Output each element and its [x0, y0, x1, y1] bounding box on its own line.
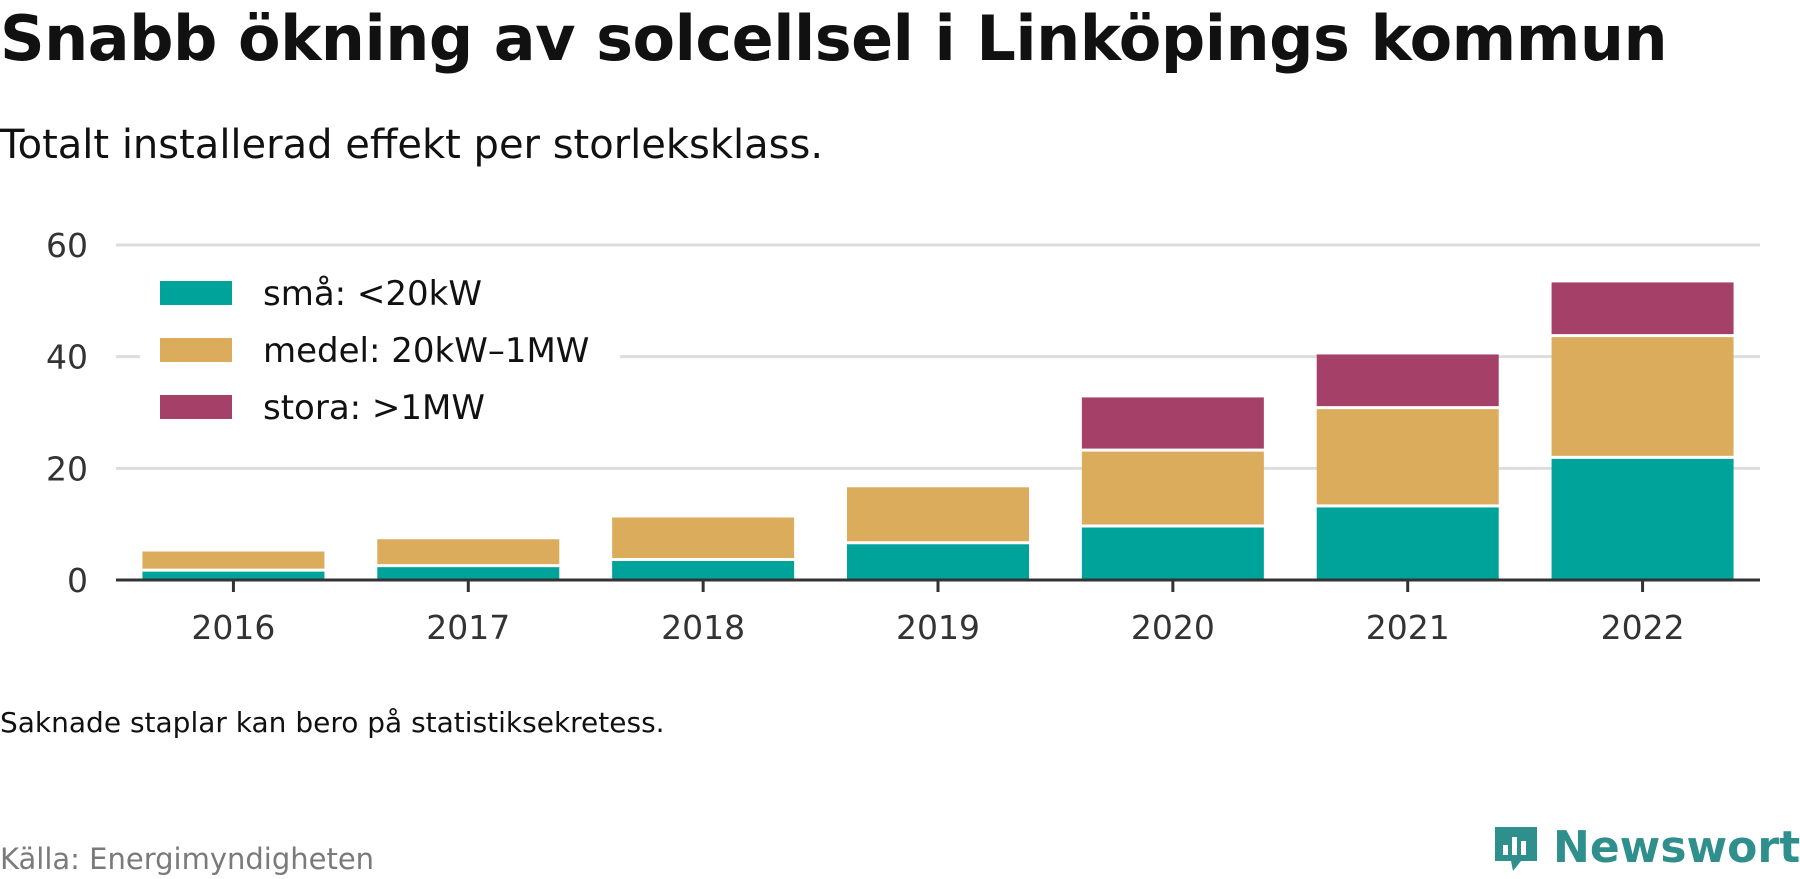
- x-tick-label: 2016: [191, 608, 275, 647]
- x-tick-label: 2018: [661, 608, 745, 647]
- bar-segment: [1551, 282, 1734, 335]
- legend: små: <20kW medel: 20kW–1MW stora: >1MW: [140, 268, 620, 438]
- bar-segment: [377, 539, 560, 565]
- y-axis-ticks: 0 20 40 60: [46, 226, 88, 600]
- y-tick-label: 60: [46, 226, 88, 265]
- bar-segment: [612, 561, 795, 580]
- newsworthy-logo-text: Newsworthy: [1553, 822, 1800, 873]
- x-tick-label: 2021: [1366, 608, 1450, 647]
- bar-segment: [377, 567, 560, 580]
- bar-segment: [1551, 458, 1734, 580]
- legend-label: små: <20kW: [263, 274, 482, 314]
- y-tick-label: 20: [46, 449, 88, 488]
- bar-segment: [1316, 507, 1499, 580]
- legend-label: medel: 20kW–1MW: [263, 331, 589, 371]
- bar-segment: [1081, 397, 1264, 449]
- bar-segment: [847, 544, 1029, 580]
- x-tick-label: 2022: [1601, 608, 1685, 647]
- y-tick-label: 40: [46, 338, 88, 377]
- chart-title: Snabb ökning av solcellsel i Linköpings …: [0, 2, 1668, 75]
- x-tick-label: 2019: [896, 608, 980, 647]
- x-tick-label: 2020: [1131, 608, 1215, 647]
- bar-segment: [1081, 527, 1264, 580]
- legend-swatch: [160, 338, 232, 362]
- bar-segment: [1316, 354, 1499, 407]
- bar-segment: [847, 487, 1029, 542]
- bar-segment: [1551, 337, 1734, 456]
- source-label: Källa: Energimyndigheten: [0, 842, 375, 876]
- footnote: Saknade staplar kan bero på statistiksek…: [0, 706, 665, 739]
- x-axis: 2016 2017 2018 2019 2020 2021 2022: [116, 578, 1760, 647]
- chart-subtitle: Totalt installerad effekt per storlekskl…: [0, 122, 824, 168]
- bar-segment: [142, 571, 325, 580]
- legend-swatch: [160, 281, 232, 305]
- y-tick-label: 0: [67, 561, 88, 600]
- stacked-bar-chart: 0 20 40 60 2016 2017 2018 2019 2020 2021 2022 små…: [46, 226, 1760, 647]
- bar-segment: [142, 551, 325, 569]
- bar-segment: [612, 517, 795, 559]
- bars: [142, 282, 1734, 580]
- legend-label: stora: >1MW: [263, 388, 485, 428]
- newsworthy-logo: Newsworthy: [1491, 822, 1800, 873]
- legend-swatch: [160, 395, 232, 419]
- x-tick-label: 2017: [426, 608, 510, 647]
- bar-segment: [1316, 409, 1499, 505]
- newsworthy-logo-icon: [1495, 826, 1537, 871]
- bar-segment: [1081, 451, 1264, 525]
